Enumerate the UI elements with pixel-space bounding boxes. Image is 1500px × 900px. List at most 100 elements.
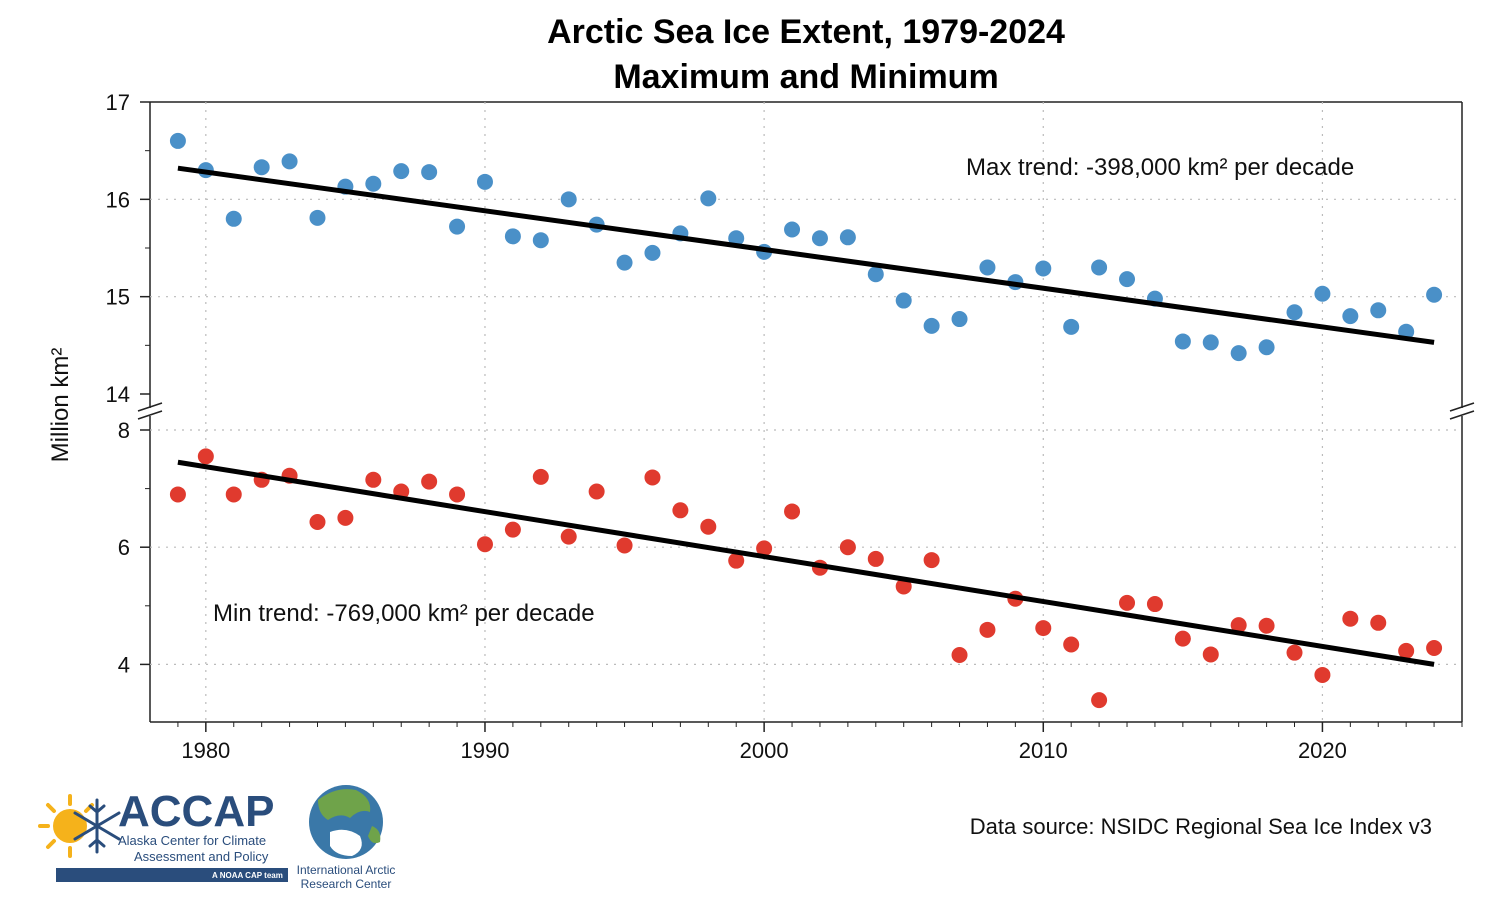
maximum-point	[1035, 260, 1052, 277]
accap-tagline: A NOAA CAP team	[212, 871, 283, 880]
minimum-point	[421, 473, 438, 490]
minimum-point	[1174, 630, 1191, 647]
minimum-point	[895, 578, 912, 595]
minimum-point	[1230, 617, 1247, 634]
minimum-point	[756, 540, 773, 557]
min-trend-label: Min trend: -769,000 km² per decade	[213, 600, 595, 627]
minimum-point	[560, 528, 577, 545]
maximum-point	[839, 229, 856, 246]
maximum-point	[1063, 318, 1080, 335]
maximum-point	[784, 221, 801, 238]
minimum-point	[1398, 642, 1415, 659]
minimum-point	[839, 539, 856, 556]
axis-break-mark-right-2	[1449, 410, 1475, 420]
maximum-point	[923, 317, 940, 334]
minimum-point	[169, 486, 186, 503]
minimum-point	[867, 550, 884, 567]
chart-subtitle: Maximum and Minimum	[613, 58, 998, 96]
x-tick-label: 2000	[740, 738, 789, 763]
y-tick-label: 4	[118, 652, 130, 677]
maximum-point	[393, 163, 410, 180]
maximum-point	[951, 311, 968, 328]
minimum-point	[197, 448, 214, 465]
minimum-point	[700, 518, 717, 535]
maximum-point	[1091, 259, 1108, 276]
minimum-point	[1063, 636, 1080, 653]
maximum-point	[1258, 339, 1275, 356]
minimum-point	[1342, 610, 1359, 627]
maximum-point	[1202, 334, 1219, 351]
minimum-point	[979, 621, 996, 638]
x-tick-label: 1980	[181, 738, 230, 763]
iarc-line-2: Research Center	[301, 877, 392, 891]
accap-logo: ACCAP Alaska Center for Climate Assessme…	[38, 787, 288, 882]
minimum-point	[337, 509, 354, 526]
maximum-point	[169, 132, 186, 149]
maximum-point	[1119, 271, 1136, 288]
maximum-point	[532, 232, 549, 249]
trend-lines	[177, 165, 1435, 667]
axis-ticks: 1980 1990 2000 2010 2020 14 15 16 17 4 6 8	[106, 90, 1463, 763]
minimum-point	[1202, 646, 1219, 663]
maximum-point	[560, 191, 577, 208]
maximum-point	[253, 159, 270, 176]
maximum-point	[1286, 304, 1303, 321]
x-tick-label: 2010	[1019, 738, 1068, 763]
minimum-trend-line	[177, 459, 1435, 667]
minimum-point	[309, 514, 326, 531]
maximum-point	[281, 153, 298, 170]
maximum-point	[728, 230, 745, 247]
minimum-point	[1258, 617, 1275, 634]
axis-break-mark-right-1	[1449, 402, 1475, 412]
maximum-point	[476, 173, 493, 190]
globe-icon	[309, 785, 383, 859]
max-trend-label: Max trend: -398,000 km² per decade	[966, 154, 1354, 181]
minimum-point	[1314, 666, 1331, 683]
minimum-point	[225, 486, 242, 503]
accap-line-1: Alaska Center for Climate	[118, 833, 266, 848]
y-tick-label: 14	[106, 382, 130, 407]
minimum-point	[728, 552, 745, 569]
x-tick-label: 2020	[1298, 738, 1347, 763]
minimum-point	[1146, 596, 1163, 613]
minimum-point	[476, 536, 493, 553]
iarc-logo: International Arctic Research Center	[297, 785, 396, 891]
maximum-point	[979, 259, 996, 276]
maximum-point	[449, 218, 466, 235]
maximum-point	[644, 244, 661, 261]
minimum-point	[1286, 644, 1303, 661]
y-tick-label: 15	[106, 285, 130, 310]
chart-title: Arctic Sea Ice Extent, 1979-2024	[547, 13, 1065, 51]
plot-frame	[137, 101, 1475, 723]
minimum-point	[365, 471, 382, 488]
maximum-point	[1370, 302, 1387, 319]
minimum-point	[532, 468, 549, 485]
maximum-point	[365, 175, 382, 192]
minimum-point	[1119, 594, 1136, 611]
accap-name: ACCAP	[118, 787, 274, 836]
minimum-point	[672, 502, 689, 519]
maximum-point	[1314, 285, 1331, 302]
accap-line-2: Assessment and Policy	[134, 849, 269, 864]
minimum-point	[644, 469, 661, 486]
maximum-point	[700, 190, 717, 207]
sun-icon	[38, 794, 94, 858]
maximum-point	[225, 210, 242, 227]
minimum-point	[616, 537, 633, 554]
y-tick-label: 6	[118, 535, 130, 560]
minimum-point	[449, 486, 466, 503]
y-tick-label: 16	[106, 187, 130, 212]
iarc-line-1: International Arctic	[297, 863, 396, 877]
minimum-point	[784, 503, 801, 520]
axis-break-mark-left-1	[137, 402, 163, 412]
accap-banner	[56, 868, 288, 882]
y-tick-label: 8	[118, 418, 130, 443]
minimum-point	[951, 647, 968, 664]
axis-break-mark-left-2	[137, 410, 163, 420]
y-tick-label: 17	[106, 90, 130, 115]
data-source-note: Data source: NSIDC Regional Sea Ice Inde…	[970, 814, 1432, 839]
grid-lines	[150, 102, 1462, 722]
maximum-point	[421, 164, 438, 181]
minimum-point	[1426, 639, 1443, 656]
minimum-point	[1035, 620, 1052, 637]
